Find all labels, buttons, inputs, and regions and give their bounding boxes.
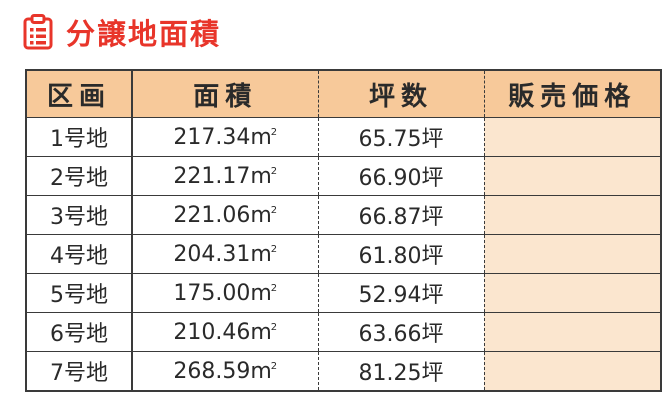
area-value: 210.46 (173, 319, 251, 345)
price-cell (483, 156, 661, 196)
tsubo-cell: 61.80坪 (317, 234, 484, 274)
area-unit: m2 (250, 359, 277, 384)
area-unit-base: m (250, 319, 272, 345)
area-unit-exponent: 2 (270, 282, 278, 294)
area-unit-exponent: 2 (270, 126, 278, 138)
lot-cell: 4号地 (26, 234, 132, 274)
area-unit-exponent: 2 (270, 243, 278, 255)
area-cell: 268.59m2 (131, 351, 318, 392)
column-header-price: 販売価格 (483, 70, 661, 118)
section-header: 分譲地面積 (22, 10, 221, 54)
price-cell (483, 117, 661, 157)
area-unit-base: m (250, 358, 272, 384)
area-value: 204.31 (173, 241, 251, 267)
area-cell: 175.00m2 (131, 273, 318, 313)
area-unit: m2 (250, 320, 277, 345)
area-unit: m2 (250, 125, 277, 150)
area-unit: m2 (250, 164, 277, 189)
area-unit-base: m (250, 124, 272, 150)
area-cell: 221.06m2 (131, 195, 318, 235)
area-unit-exponent: 2 (270, 165, 278, 177)
column-header-lot: 区画 (26, 70, 132, 118)
tsubo-cell: 66.87坪 (317, 195, 484, 235)
table-row: 2号地 221.17m2 66.90坪 (26, 156, 661, 196)
table-row: 7号地 268.59m2 81.25坪 (26, 351, 661, 392)
table-row: 4号地 204.31m2 61.80坪 (26, 234, 661, 274)
area-value: 221.06 (173, 202, 251, 228)
price-cell (483, 195, 661, 235)
clipboard-list-icon (23, 14, 53, 50)
tsubo-cell: 81.25坪 (317, 351, 484, 392)
tsubo-cell: 63.66坪 (317, 312, 484, 352)
area-unit: m2 (250, 203, 277, 228)
table-row: 6号地 210.46m2 63.66坪 (26, 312, 661, 352)
column-header-area: 面積 (131, 70, 318, 118)
lot-cell: 2号地 (26, 156, 132, 196)
area-unit-exponent: 2 (270, 360, 278, 372)
tsubo-cell: 66.90坪 (317, 156, 484, 196)
lot-cell: 5号地 (26, 273, 132, 313)
area-unit-base: m (250, 280, 272, 306)
area-cell: 210.46m2 (131, 312, 318, 352)
tsubo-cell: 52.94坪 (317, 273, 484, 313)
area-unit-base: m (250, 241, 272, 267)
area-unit: m2 (250, 242, 277, 267)
price-cell (483, 234, 661, 274)
price-cell (483, 312, 661, 352)
price-cell (483, 351, 661, 392)
area-value: 175.00 (173, 280, 251, 306)
area-unit-base: m (250, 163, 272, 189)
area-value: 217.34 (173, 124, 251, 150)
area-unit-base: m (250, 202, 272, 228)
lot-cell: 6号地 (26, 312, 132, 352)
page-title: 分譲地面積 (66, 17, 222, 51)
table-header-row: 区画 面積 坪数 販売価格 (26, 70, 661, 118)
lot-cell: 7号地 (26, 351, 132, 392)
lot-area-table: 区画 面積 坪数 販売価格 1号地 217.34m2 65.75坪 2号地 221.17… (25, 69, 662, 392)
price-cell (483, 273, 661, 313)
area-cell: 204.31m2 (131, 234, 318, 274)
area-value: 221.17 (173, 163, 251, 189)
area-value: 268.59 (173, 358, 251, 384)
area-cell: 221.17m2 (131, 156, 318, 196)
area-unit: m2 (250, 281, 277, 306)
area-unit-exponent: 2 (270, 204, 278, 216)
table-row: 5号地 175.00m2 52.94坪 (26, 273, 661, 313)
area-cell: 217.34m2 (131, 117, 318, 157)
lot-cell: 3号地 (26, 195, 132, 235)
table-row: 3号地 221.06m2 66.87坪 (26, 195, 661, 235)
lot-cell: 1号地 (26, 117, 132, 157)
column-header-tsubo: 坪数 (317, 70, 484, 118)
table-row: 1号地 217.34m2 65.75坪 (26, 117, 661, 157)
tsubo-cell: 65.75坪 (317, 117, 484, 157)
area-unit-exponent: 2 (270, 321, 278, 333)
